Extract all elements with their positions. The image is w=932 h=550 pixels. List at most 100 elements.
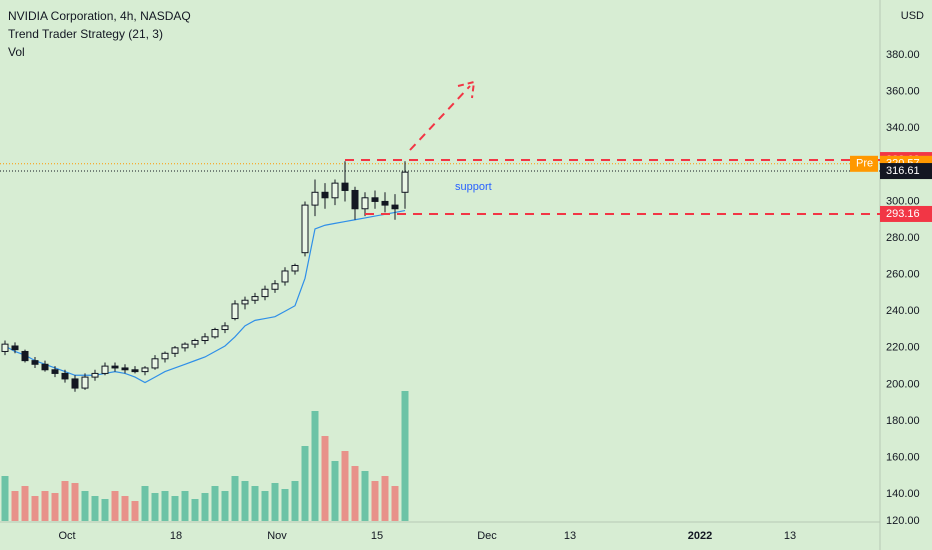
candle	[141, 366, 149, 376]
candle-body	[311, 191, 319, 206]
candle-body	[291, 264, 299, 272]
volume-bar	[251, 486, 259, 521]
y-tick-label: 380.00	[886, 49, 920, 61]
candle-body	[81, 376, 89, 389]
volume-bar	[151, 493, 159, 521]
candle-body	[401, 171, 409, 193]
candle-body	[171, 347, 179, 354]
candle-body	[281, 270, 289, 283]
y-tick-label: 160.00	[886, 452, 920, 464]
candle-body	[251, 296, 259, 301]
volume-bar	[241, 481, 249, 521]
x-tick-label: 15	[371, 530, 383, 542]
candle	[191, 338, 199, 348]
volume-bar	[51, 493, 59, 521]
candle-body	[41, 363, 49, 371]
candle	[111, 362, 119, 372]
candle	[131, 366, 139, 374]
x-tick-label: 13	[564, 530, 576, 542]
volume-bar	[21, 486, 29, 521]
candle-body	[161, 352, 169, 360]
y-tick-label: 140.00	[886, 488, 920, 500]
candle	[291, 263, 299, 275]
candle-body	[131, 369, 139, 373]
candle	[331, 179, 339, 206]
currency-label: USD	[901, 10, 924, 22]
volume-bar	[101, 499, 109, 521]
volume-bar	[331, 461, 339, 521]
candle	[61, 369, 69, 383]
candle	[351, 186, 359, 220]
candle	[281, 267, 289, 286]
volume-bar	[1, 476, 9, 521]
candle	[51, 366, 59, 378]
trend-line	[4, 210, 406, 384]
volume-bar	[231, 476, 239, 521]
candle-body	[351, 189, 359, 210]
candle	[251, 292, 259, 304]
candle-body	[301, 204, 309, 254]
candle-body	[231, 303, 239, 320]
y-tick-label: 360.00	[886, 86, 920, 98]
candle	[231, 300, 239, 321]
candle	[1, 340, 9, 356]
candle-body	[241, 299, 249, 305]
volume-bar	[361, 471, 369, 521]
indicator-label: Trend Trader Strategy (21, 3)	[8, 27, 163, 41]
candle	[11, 342, 19, 354]
volume-bar	[31, 496, 39, 521]
volume-bar	[261, 491, 269, 521]
volume-bar	[111, 491, 119, 521]
volume-bar	[391, 486, 399, 521]
candle	[151, 355, 159, 370]
candle-body	[371, 197, 379, 202]
volume-bar	[161, 491, 169, 521]
candle	[41, 360, 49, 372]
candle	[241, 296, 249, 310]
candle	[371, 190, 379, 209]
y-tick-label: 200.00	[886, 378, 920, 390]
arrow-line	[409, 85, 471, 151]
y-tick-label: 240.00	[886, 305, 920, 317]
candle-body	[361, 197, 369, 210]
candle-body	[341, 182, 349, 191]
candle	[271, 280, 279, 293]
candle	[341, 161, 349, 202]
candle	[81, 373, 89, 390]
candle	[121, 364, 129, 374]
level-box	[880, 205, 932, 222]
volume-bar	[141, 486, 149, 521]
candle	[221, 322, 229, 334]
candle	[321, 183, 329, 209]
volume-bar	[171, 496, 179, 521]
candle-body	[11, 345, 19, 351]
volume-bar	[321, 436, 329, 521]
candle-body	[181, 343, 189, 349]
projection-arrow	[409, 80, 476, 151]
volume-bar	[121, 496, 129, 521]
candle	[311, 179, 319, 217]
y-tick-label: 220.00	[886, 342, 920, 354]
candle	[71, 375, 79, 392]
x-tick-label: 13	[784, 530, 796, 542]
volume-bar	[201, 493, 209, 521]
volume-bar	[91, 496, 99, 521]
volume-bar	[381, 476, 389, 521]
last-box	[880, 163, 932, 180]
y-tick-label: 260.00	[886, 269, 920, 281]
candle-body	[111, 365, 119, 369]
volume-bar	[71, 483, 79, 521]
candle	[401, 161, 409, 209]
candle	[101, 362, 109, 376]
candle	[391, 194, 399, 220]
volume-bar	[371, 481, 379, 521]
candle-body	[331, 182, 339, 199]
candle	[261, 285, 269, 301]
volume-bar	[41, 491, 49, 521]
candle-body	[381, 200, 389, 206]
y-tick-label: 280.00	[886, 232, 920, 244]
candle	[21, 349, 29, 363]
candle-body	[71, 378, 79, 389]
